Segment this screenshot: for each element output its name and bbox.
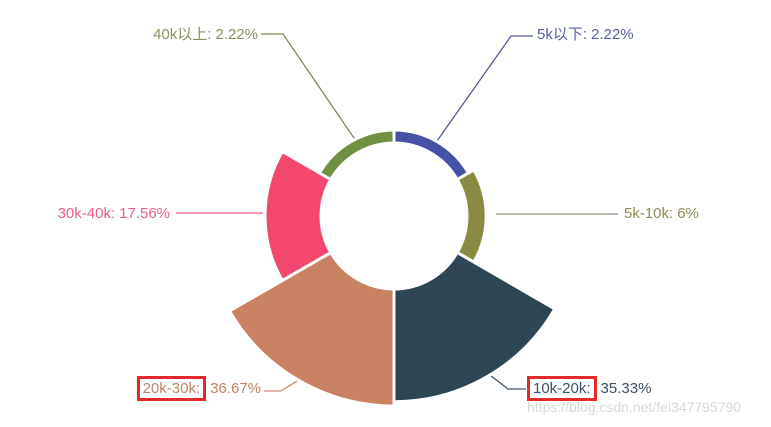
label-10k-20k-value: 35.33% <box>600 380 652 397</box>
sector-20k-30k[interactable] <box>227 250 396 408</box>
leader-line-5k-below <box>436 35 533 142</box>
label-30k-40k-value: 17.56% <box>119 205 170 222</box>
sector-40k-plus[interactable] <box>317 128 396 182</box>
label-20k-30k-value: 36.67% <box>210 380 261 397</box>
sector-10k-20k[interactable] <box>392 250 557 404</box>
label-10k-20k-red-box: 10k-20k: <box>527 376 597 401</box>
label-5k-below-name: 5k以下: <box>537 26 588 43</box>
sector-5k-10k[interactable] <box>455 167 488 265</box>
label-20k-30k: 20k-30k: 36.67% <box>136 376 261 401</box>
label-5k-below: 5k以下: 2.22% <box>537 25 634 44</box>
leader-line-10k-20k <box>485 371 526 390</box>
csdn-watermark: https://blog.csdn.net/fei347795790 <box>527 399 742 415</box>
chart-sectors <box>227 128 557 408</box>
label-20k-30k-red-box: 20k-30k: <box>136 376 207 401</box>
label-40k-plus-name: 40k以上: <box>153 26 212 43</box>
leader-lines <box>176 33 618 392</box>
leader-line-20k-30k <box>264 377 303 392</box>
label-40k-plus-value: 2.22% <box>215 26 258 43</box>
sector-5k-below[interactable] <box>392 128 471 182</box>
label-5k-below-value: 2.22% <box>591 26 634 43</box>
label-5k-10k-name: 5k-10k: <box>624 205 674 222</box>
label-40k-plus: 40k以上: 2.22% <box>153 25 258 44</box>
label-5k-10k: 5k-10k: 6% <box>624 204 699 223</box>
label-30k-40k-name: 30k-40k: <box>57 205 116 222</box>
label-5k-10k-value: 6% <box>677 205 699 222</box>
leader-line-40k-plus <box>261 33 357 142</box>
label-10k-20k: 10k-20k: 35.33% <box>527 376 651 401</box>
sector-30k-40k[interactable] <box>263 149 333 283</box>
label-30k-40k: 30k-40k: 17.56% <box>58 204 170 223</box>
